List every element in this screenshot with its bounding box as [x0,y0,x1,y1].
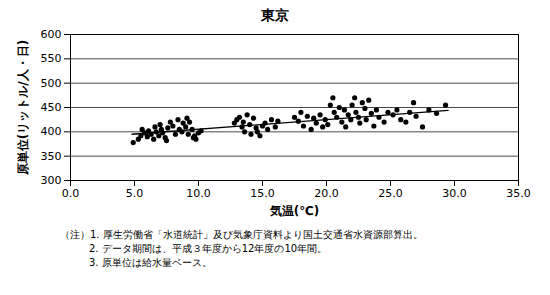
svg-text:5.0: 5.0 [126,187,144,200]
svg-text:350: 350 [41,150,62,163]
svg-text:500: 500 [41,77,62,90]
svg-text:450: 450 [41,101,62,114]
html-text:（注）1. 厚生労働省「水道統計」及び気象庁資料より国土交通: （注）1. 厚生労働省「水道統計」及び気象庁資料より国土交通省水資源部算出。 [60,229,423,240]
svg-text:20.0: 20.0 [314,187,339,200]
html-text:2. データ期間は、平成３年度から12年度の10年間。: 2. データ期間は、平成３年度から12年度の10年間。 [89,243,328,254]
svg-text:0.0: 0.0 [62,187,80,200]
svg-text:25.0: 25.0 [378,187,403,200]
svg-text:15.0: 15.0 [250,187,275,200]
svg-text:550: 550 [41,52,62,65]
html-text:3. 原単位は給水量ベース。: 3. 原単位は給水量ベース。 [89,257,212,268]
html-text:東京: 東京 [261,7,289,23]
svg-text:600: 600 [41,28,62,41]
svg-text:気温(℃): 気温(℃) [269,204,320,218]
svg-text:35.0: 35.0 [506,187,531,200]
svg-text:10.0: 10.0 [186,187,211,200]
svg-text:原単位(リットル/人・日): 原単位(リットル/人・日) [16,40,30,176]
svg-text:400: 400 [41,125,62,138]
svg-text:30.0: 30.0 [442,187,467,200]
svg-text:300: 300 [41,174,62,187]
